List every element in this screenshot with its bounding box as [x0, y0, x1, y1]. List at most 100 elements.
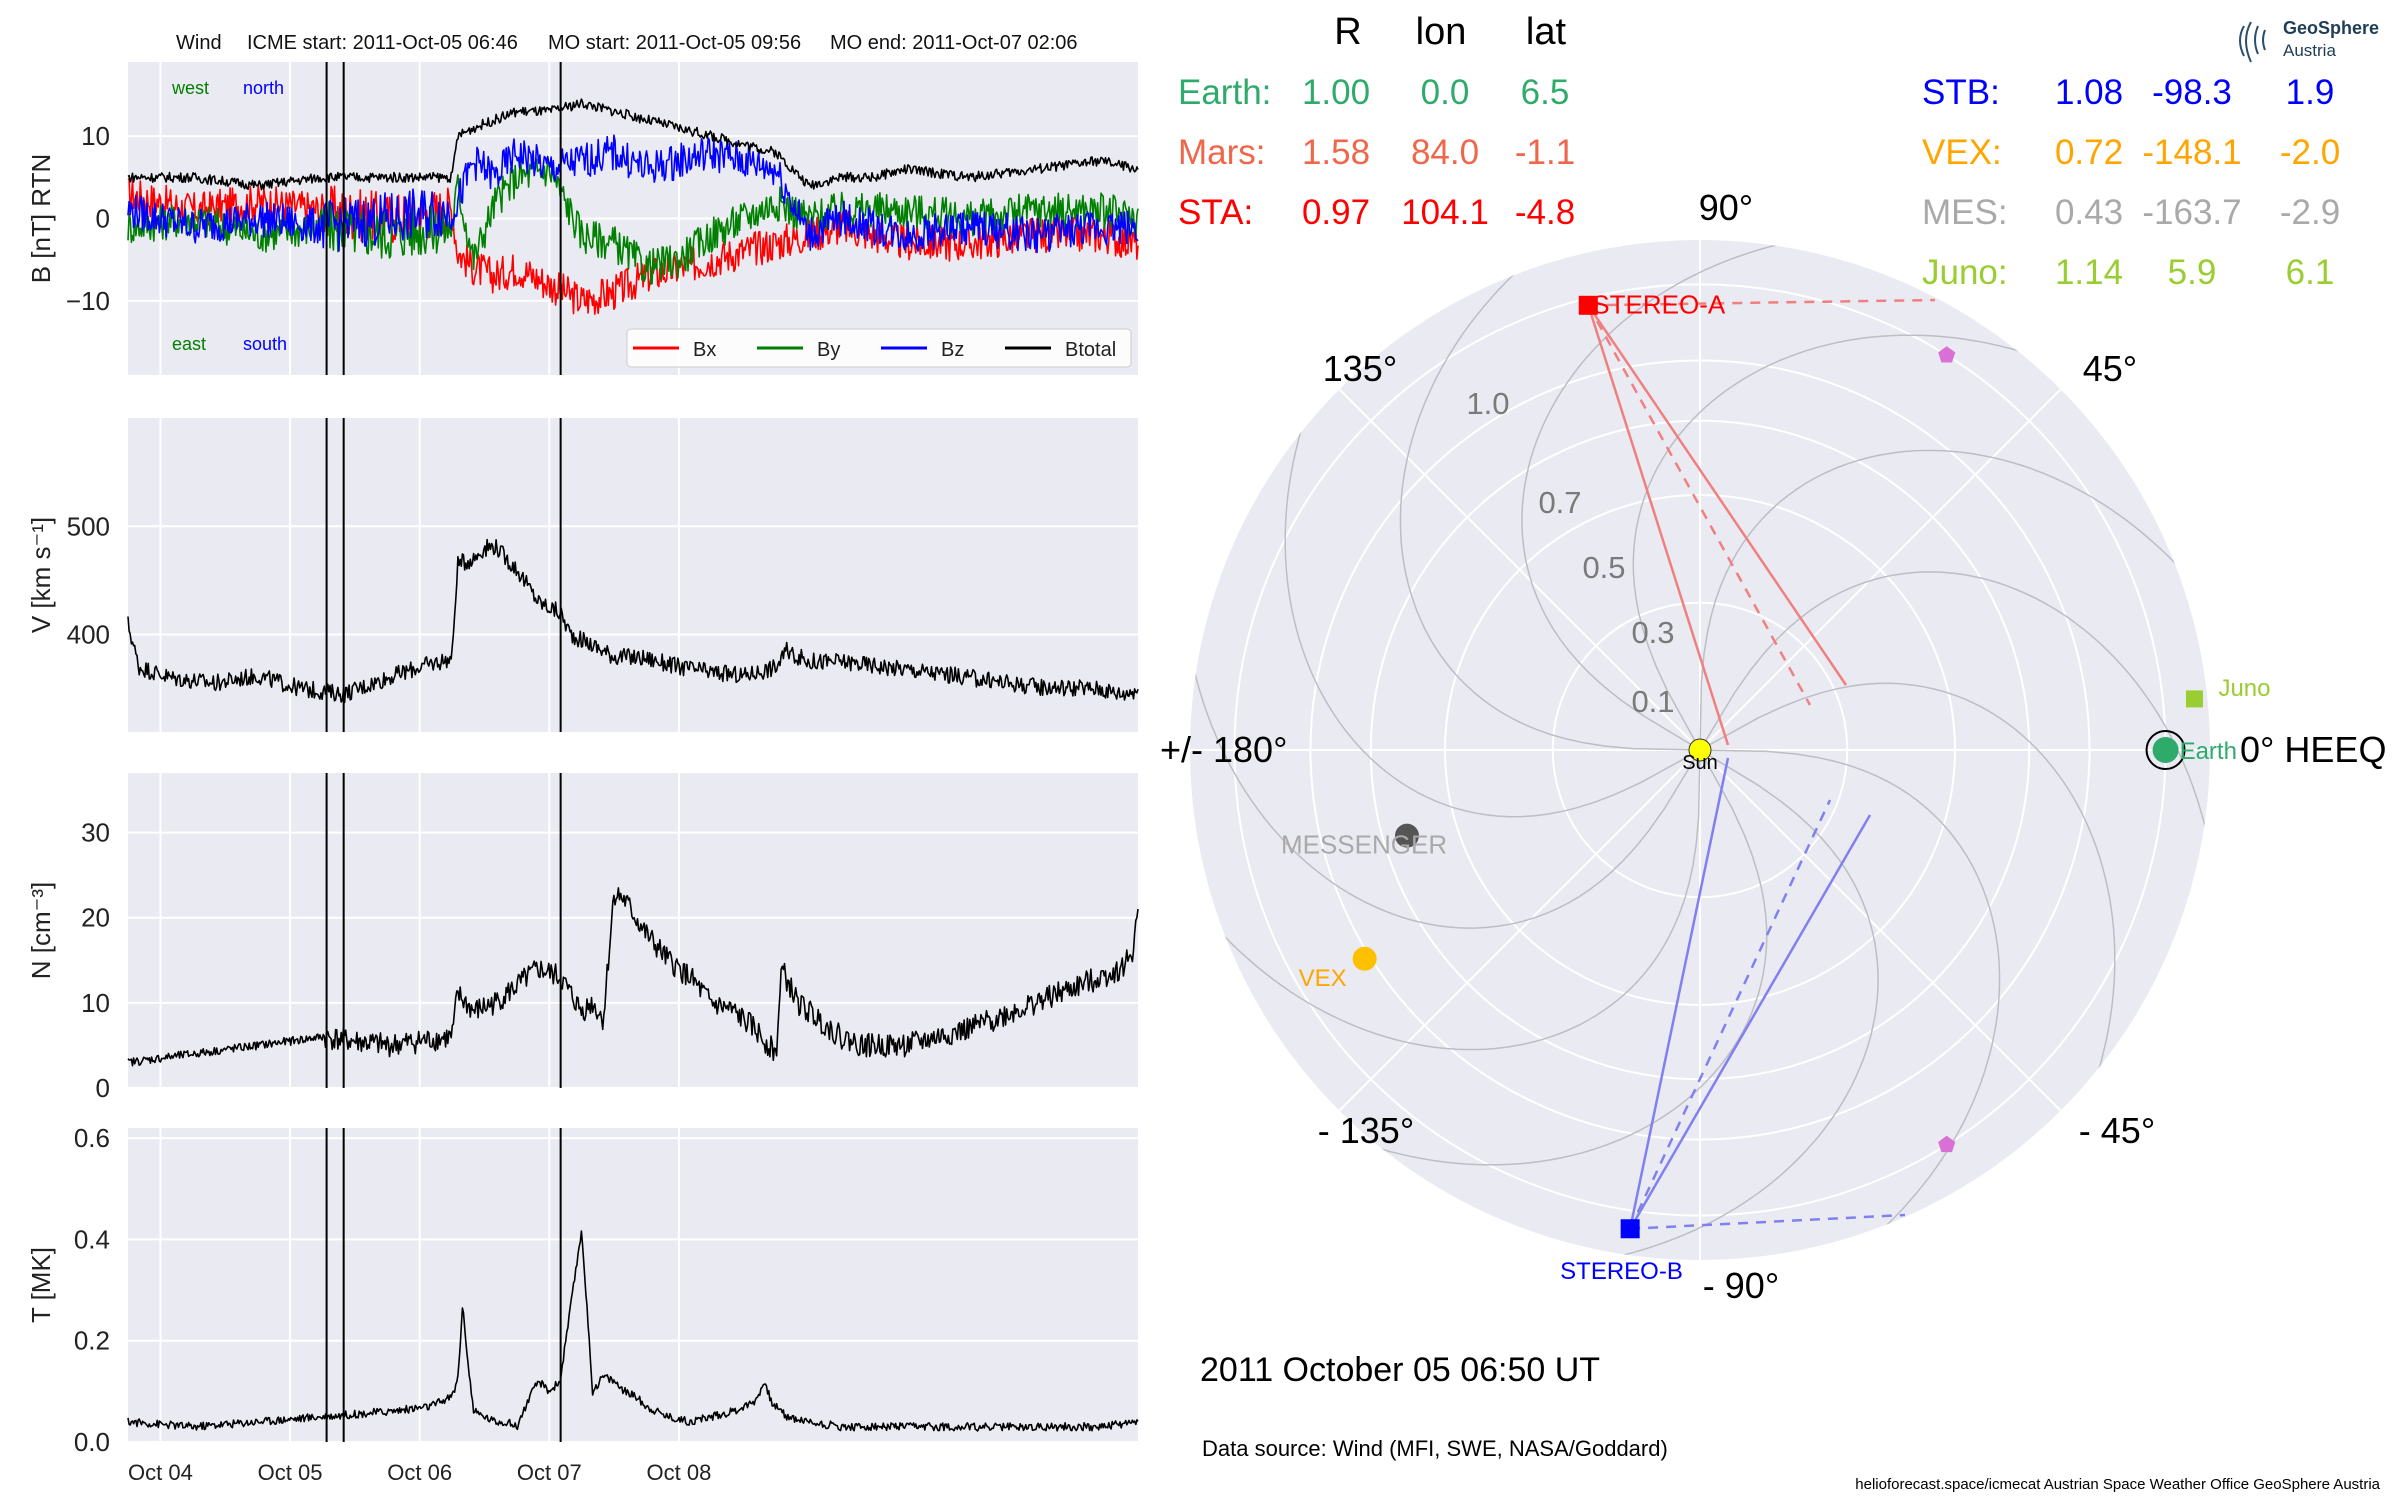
- angle-gridline: [1338, 749, 1701, 1112]
- x-tick-label: Oct 05: [258, 1460, 323, 1485]
- radial-label: 0.1: [1631, 684, 1674, 719]
- north-label: north: [243, 78, 284, 98]
- radial-label: 0.7: [1538, 485, 1581, 520]
- speed-panel: 400 500 V [km s⁻¹]: [26, 418, 1139, 732]
- radial-label: 0.3: [1631, 615, 1674, 650]
- row-r: 1.00: [1302, 73, 1370, 112]
- row-lon: 5.9: [2168, 253, 2217, 292]
- series-line-bx: [127, 178, 1139, 315]
- stb-fov-line: [1629, 814, 1872, 1230]
- row-lon: -98.3: [2152, 73, 2232, 112]
- legend-frame: [626, 328, 1132, 368]
- point-label-stereo-a: STEREO-A: [1592, 289, 1726, 319]
- legend-label-by: By: [817, 339, 840, 361]
- series-line-by: [127, 158, 1139, 285]
- stb-fov-line: [1628, 757, 1730, 1230]
- parker-spiral: [1699, 682, 2116, 1094]
- row-name: VEX:: [1922, 133, 2002, 172]
- row-lon: 0.0: [1421, 73, 1470, 112]
- column-header-r: R: [1334, 11, 1361, 53]
- icme-start-label: ICME start: 2011-Oct-05 06:46: [247, 32, 518, 54]
- x-tick-label: Oct 07: [517, 1460, 582, 1485]
- mo-start-label: MO start: 2011-Oct-05 09:56: [548, 32, 801, 54]
- x-tick-label: Oct 04: [128, 1460, 193, 1485]
- y-tick-label: 0: [96, 204, 110, 234]
- angle-label: 45°: [2083, 348, 2137, 389]
- polar-plot: 0.1 0.30.50.7 1.0 0° HEEQ 45° 90° 135° +/- 180°…: [1160, 187, 2386, 1306]
- row-lat: 1.9: [2286, 73, 2335, 112]
- angle-label: - 90°: [1703, 1265, 1779, 1306]
- sta-fov-line: [1587, 304, 1848, 686]
- parker-spiral: [1284, 406, 1701, 818]
- row-r: 0.43: [2055, 193, 2123, 232]
- logo-icon: [2239, 21, 2266, 63]
- y-axis-label: V [km s⁻¹]: [26, 517, 56, 633]
- row-lat: -1.1: [1515, 133, 1575, 172]
- density-panel: 0 10 20 30 N [cm⁻³]: [26, 773, 1139, 1103]
- parker-spiral: [1699, 449, 2194, 751]
- row-r: 1.14: [2055, 253, 2123, 292]
- south-label: south: [243, 334, 287, 354]
- data-source: Data source: Wind (MFI, SWE, NASA/Goddar…: [1202, 1436, 1668, 1461]
- row-name: Earth:: [1178, 73, 1271, 112]
- angle-label: - 135°: [1318, 1110, 1414, 1151]
- b-corner-labels: west north east south: [171, 78, 287, 354]
- radial-label: 0.5: [1582, 550, 1625, 585]
- angle-label: 90°: [1699, 187, 1753, 228]
- legend-label-bx: Bx: [693, 339, 716, 361]
- parker-spiral: [1399, 256, 1701, 751]
- spacecraft-label: Wind: [176, 32, 222, 54]
- sta-fov-line: [1588, 298, 1936, 307]
- plot-background: [128, 418, 1138, 732]
- series-line-n: [127, 887, 1139, 1067]
- row-r: 1.58: [1302, 133, 1370, 172]
- y-tick-label: 10: [81, 988, 110, 1018]
- row-r: 0.97: [1302, 193, 1370, 232]
- row-lon: -163.7: [2142, 193, 2241, 232]
- y-axis-label: N [cm⁻³]: [26, 882, 56, 980]
- y-axis-label: T [MK]: [26, 1247, 56, 1323]
- row-name: STB:: [1922, 73, 2000, 112]
- fov-lines: [1587, 298, 1936, 1231]
- series-line-bz: [127, 134, 1139, 254]
- y-tick-label: 500: [67, 511, 110, 541]
- point-vex: [1352, 946, 1377, 971]
- earth-ring: [2145, 730, 2186, 770]
- angle-gridline: [1699, 749, 2062, 1112]
- row-r: 1.08: [2055, 73, 2123, 112]
- parker-spiral: [1699, 749, 2001, 1244]
- y-tick-label: 0.0: [74, 1427, 110, 1457]
- point-juno: [2185, 690, 2203, 708]
- row-r: 0.72: [2055, 133, 2123, 172]
- stb-fov-line: [1629, 799, 1832, 1230]
- sta-fov-line: [1587, 304, 1730, 746]
- row-lon: -148.1: [2142, 133, 2241, 172]
- y-tick-label: 10: [81, 121, 110, 151]
- y-tick-label: 0.6: [74, 1123, 110, 1153]
- parker-spiral: [1190, 648, 1701, 929]
- series-line-t: [127, 1230, 1139, 1432]
- parker-spirals: [1190, 240, 2210, 1260]
- panel-title: Wind ICME start: 2011-Oct-05 06:46 MO st…: [176, 32, 1078, 54]
- plot-background: [128, 1128, 1138, 1442]
- column-header-lat: lat: [1526, 11, 1567, 53]
- geosphere-logo: GeoSphere Austria: [2239, 18, 2379, 63]
- logo-line1: GeoSphere: [2283, 18, 2379, 38]
- angle-label: 135°: [1323, 348, 1397, 389]
- parker-spiral: [1632, 334, 2044, 751]
- point-earth: [2152, 737, 2179, 763]
- point-label-sun: Sun: [1682, 752, 1718, 774]
- angle-gridline: [1699, 388, 2062, 751]
- parker-spiral: [1356, 749, 1768, 1166]
- point-messenger: [1394, 823, 1419, 848]
- row-lat: -4.8: [1515, 193, 1575, 232]
- y-tick-label: 20: [81, 903, 110, 933]
- row-lon: 84.0: [1411, 133, 1479, 172]
- series-line-btotal: [127, 98, 1139, 191]
- magnetic-field-panel: −10 0 10 B [nT] RTN: [26, 62, 1139, 375]
- point-label-vex: VEX: [1299, 965, 1347, 992]
- row-name: MES:: [1922, 193, 2008, 232]
- angle-label: 0° HEEQ: [2240, 729, 2386, 770]
- parker-spiral: [1206, 749, 1701, 1051]
